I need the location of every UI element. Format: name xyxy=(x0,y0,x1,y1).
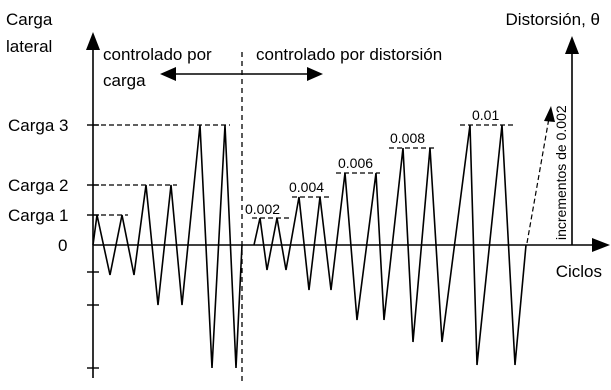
load-level-label-1: Carga 1 xyxy=(8,206,68,225)
load-controlled-cycles xyxy=(92,124,243,369)
drift-controlled-cycles xyxy=(253,124,527,366)
drift-level-label-5: 0.01 xyxy=(472,107,499,123)
drift-level-label-1: 0.002 xyxy=(245,201,280,217)
x-axis-arrowhead xyxy=(592,238,610,252)
drift-level-label-2: 0.004 xyxy=(289,179,324,195)
load-level-label-2: Carga 2 xyxy=(8,176,68,195)
right-y-axis-arrowhead xyxy=(565,36,579,54)
drift-level-label-4: 0.008 xyxy=(390,130,425,146)
zero-label: 0 xyxy=(58,236,67,255)
load-level-label-3: Carga 3 xyxy=(8,116,68,135)
increment-label: incrementos de 0.002 xyxy=(553,105,569,240)
x-axis-label: Ciclos xyxy=(556,262,602,281)
left-axis-label-line1: Carga xyxy=(6,10,53,29)
left-region-label-line2: carga xyxy=(103,71,146,90)
right-axis-label: Distorsión, θ xyxy=(506,10,600,29)
region-arrow-left-head xyxy=(160,67,176,81)
drift-level-label-3: 0.006 xyxy=(338,155,373,171)
load-level-guides xyxy=(93,124,230,216)
region-arrow-right-head xyxy=(307,67,323,81)
left-axis-label-line2: lateral xyxy=(6,37,52,56)
left-region-label-line1: controlado por xyxy=(103,45,212,64)
left-y-axis-arrowhead xyxy=(86,32,100,50)
right-region-label: controlado por distorsión xyxy=(256,45,442,64)
drift-level-guides xyxy=(252,124,516,219)
increment-arrow-line xyxy=(526,117,550,244)
increment-arrow-head xyxy=(544,106,555,122)
